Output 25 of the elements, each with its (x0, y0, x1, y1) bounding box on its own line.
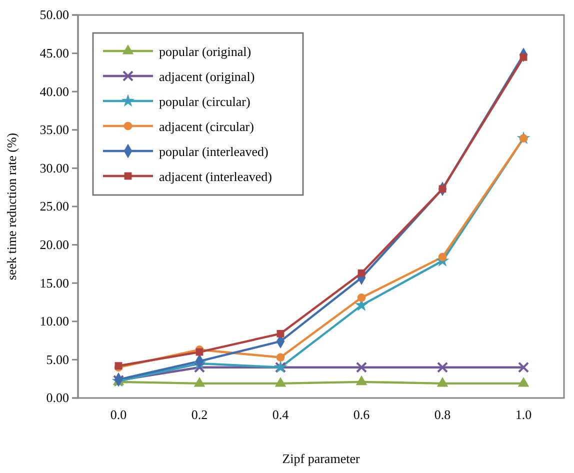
y-tick-label: 20.00 (40, 236, 69, 252)
legend-label: popular (circular) (159, 94, 250, 109)
x-tick-label: 0.8 (434, 407, 451, 422)
legend-label: adjacent (circular) (159, 119, 254, 134)
x-axis-title: Zipf parameter (282, 451, 360, 466)
y-tick-label: 10.00 (40, 314, 69, 329)
x-tick-label: 0.2 (191, 407, 208, 422)
y-axis-title: seek time reduction rate (%) (4, 132, 19, 280)
y-tick-label: 5.00 (46, 352, 69, 367)
y-tick-label: 0.00 (46, 390, 69, 406)
legend-label: adjacent (original) (159, 69, 255, 84)
y-tick-label: 15.00 (40, 275, 69, 290)
legend-label: popular (original) (159, 44, 252, 59)
x-tick-label: 1.0 (515, 407, 532, 422)
legend-label: popular (interleaved) (159, 144, 268, 159)
y-tick-label: 35.00 (40, 122, 69, 138)
x-tick-label: 0.4 (272, 407, 290, 422)
y-tick-label: 40.00 (40, 84, 69, 99)
y-tick-label: 45.00 (40, 45, 69, 60)
legend-label: adjacent (interleaved) (159, 169, 272, 184)
y-tick-label: 50.00 (40, 7, 69, 22)
y-tick-label: 30.00 (40, 160, 69, 176)
x-tick-label: 0.6 (353, 407, 370, 422)
x-tick-label: 0.0 (110, 407, 127, 422)
y-tick-label: 25.00 (40, 198, 69, 214)
